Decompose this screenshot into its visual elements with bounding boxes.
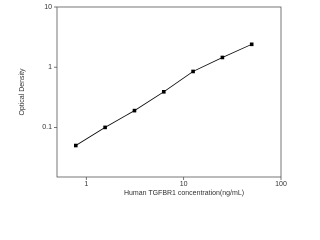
data-point	[74, 143, 78, 148]
x-axis-label: Human TGFBR1 concentration(ng/mL)	[124, 190, 244, 197]
y-axis-label: Optical Density	[19, 68, 26, 116]
x-tick-label: 10	[180, 181, 188, 188]
x-tick-label: 1	[84, 181, 88, 188]
plot-frame	[56, 6, 282, 178]
data-point	[249, 42, 254, 47]
data-point	[132, 108, 137, 113]
x-tick-label: 100	[275, 181, 287, 188]
data-line	[75, 43, 252, 146]
y-tick-label: 1	[48, 64, 52, 71]
y-tick-label: 0.1	[42, 124, 52, 131]
data-point	[191, 69, 195, 74]
data-point	[220, 55, 225, 60]
chart: Human TGFBR1 concentration(ng/mL) Optica…	[19, 4, 287, 197]
y-tick-label: 10	[44, 4, 52, 11]
data-point	[103, 125, 107, 130]
data-point	[161, 90, 166, 94]
